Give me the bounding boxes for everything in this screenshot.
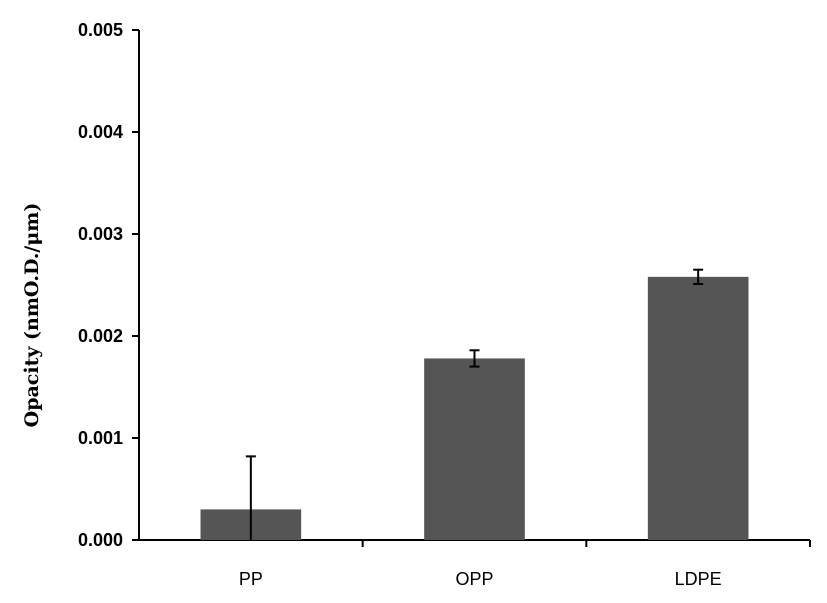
bar	[424, 358, 525, 540]
x-category-label: PP	[239, 569, 263, 589]
y-tick-label: 0.002	[78, 326, 123, 346]
y-tick-label: 0.005	[78, 20, 123, 40]
y-tick-label: 0.003	[78, 224, 123, 244]
x-category-label: OPP	[455, 569, 493, 589]
y-tick-label: 0.001	[78, 428, 123, 448]
x-category-label: LDPE	[675, 569, 722, 589]
y-tick-label: 0.004	[78, 122, 123, 142]
plot-area: 0.000 0.001 0.002 0.003 0.004 0.005 PP OPP LDPE	[78, 20, 811, 589]
bar	[647, 276, 749, 540]
y-axis-title: Opacity (nmO.D./μm)	[21, 203, 43, 428]
y-tick-label: 0.000	[78, 530, 123, 550]
